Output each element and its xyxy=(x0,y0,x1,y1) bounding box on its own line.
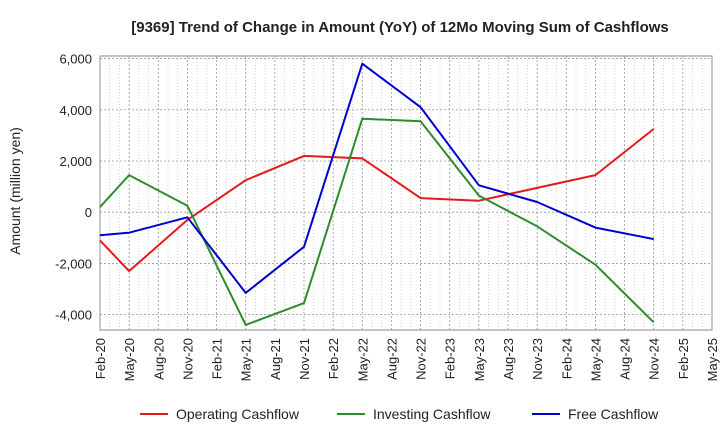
x-tick-label: May-20 xyxy=(122,338,137,381)
x-tick-label: Feb-22 xyxy=(326,338,341,379)
y-tick-label: 6,000 xyxy=(59,52,92,67)
x-tick-label: Nov-24 xyxy=(647,338,662,380)
x-tick-label: May-25 xyxy=(705,338,720,381)
y-tick-label: 0 xyxy=(85,205,92,220)
series-line-investing-cashflow xyxy=(99,117,655,326)
series-line-free-cashflow xyxy=(99,62,654,294)
y-axis-label: Amount (million yen) xyxy=(7,127,23,255)
x-tick-label: Aug-23 xyxy=(501,338,516,380)
legend-label-operating-cashflow: Operating Cashflow xyxy=(176,406,300,422)
y-tick-label: 4,000 xyxy=(59,103,92,118)
legend-label-free-cashflow: Free Cashflow xyxy=(568,406,659,422)
x-tick-label: Feb-23 xyxy=(443,338,458,379)
x-tick-label: Aug-20 xyxy=(151,338,166,380)
x-tick-label: Feb-25 xyxy=(676,338,691,379)
x-tick-label: Aug-24 xyxy=(618,338,633,380)
y-tick-label: 2,000 xyxy=(59,154,92,169)
x-tick-label: Nov-22 xyxy=(414,338,429,380)
legend: Operating Cashflow Investing Cashflow Free… xyxy=(140,406,659,422)
x-tick-label: Nov-21 xyxy=(297,338,312,380)
series-lines xyxy=(99,62,655,326)
y-tick-label: -2,000 xyxy=(55,256,92,271)
y-tick-label: -4,000 xyxy=(55,308,92,323)
x-tick-label: May-23 xyxy=(472,338,487,381)
x-tick-label: Aug-21 xyxy=(268,338,283,380)
x-tick-label: Aug-22 xyxy=(384,338,399,380)
series-line-operating-cashflow xyxy=(99,128,655,273)
grid-lines xyxy=(99,56,713,330)
x-tick-label: Feb-24 xyxy=(559,338,574,379)
x-tick-label: May-22 xyxy=(355,338,370,381)
x-tick-label: May-24 xyxy=(588,338,603,381)
x-tick-label: Feb-20 xyxy=(93,338,108,379)
chart-title: [9369] Trend of Change in Amount (YoY) o… xyxy=(131,19,669,36)
x-tick-label: May-21 xyxy=(239,338,254,381)
plot-border xyxy=(99,55,713,331)
x-axis-ticks: Feb-20 May-20 Aug-20 Nov-20 Feb-21 May-21 Aug-… xyxy=(93,338,720,381)
x-tick-label: Nov-20 xyxy=(180,338,195,380)
x-tick-label: Feb-21 xyxy=(210,338,225,379)
y-axis-ticks: 6,000 4,000 2,000 0 -2,000 -4,000 xyxy=(55,52,92,323)
legend-label-investing-cashflow: Investing Cashflow xyxy=(373,406,491,422)
x-tick-label: Nov-23 xyxy=(530,338,545,380)
plot-area xyxy=(99,55,713,331)
